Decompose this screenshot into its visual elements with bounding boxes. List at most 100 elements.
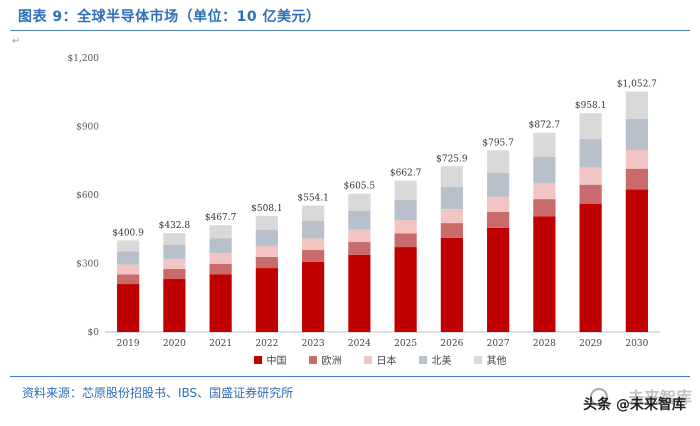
legend-item: 中国 <box>253 352 287 367</box>
bar-segment <box>487 196 510 212</box>
bar-segment <box>209 253 232 264</box>
legend-swatch <box>363 355 372 364</box>
legend-swatch <box>253 355 262 364</box>
bar-segment <box>117 284 140 332</box>
bar-segment <box>625 91 648 119</box>
bar-segment <box>487 211 510 228</box>
bar-segment <box>209 238 232 254</box>
total-data-label: $400.9 <box>112 228 144 238</box>
watermark: 未来智库 头条 @未来智库 <box>560 380 700 420</box>
bar-segment <box>302 261 325 332</box>
chart-legend: 中国 欧洲 日本 北美 其他 <box>0 352 700 367</box>
bar-segment <box>117 274 140 285</box>
bar-segment <box>117 251 140 265</box>
bar-segment <box>625 189 648 332</box>
footer-divider <box>10 376 690 377</box>
bar-segment <box>209 225 232 239</box>
legend-item: 其他 <box>473 352 507 367</box>
x-tick-label: 2028 <box>533 339 556 348</box>
bar-segment <box>533 132 556 157</box>
x-tick-label: 2020 <box>163 339 186 348</box>
bar-segment <box>625 150 648 169</box>
y-tick-label: $300 <box>76 260 99 270</box>
bar-segment <box>255 229 278 246</box>
x-tick-label: 2029 <box>579 339 602 348</box>
bar-segment <box>348 254 371 332</box>
bar-segment <box>302 250 325 262</box>
bar-segment <box>579 184 602 204</box>
paragraph-mark-icon: ↵ <box>12 36 21 47</box>
legend-item: 北美 <box>418 352 452 367</box>
bar-segment <box>440 223 463 238</box>
bar-segment <box>579 113 602 139</box>
bar-segment <box>163 279 186 332</box>
bar-segment <box>348 242 371 255</box>
bar-segment <box>487 172 510 197</box>
chart-axes: $0 $300 $600 $900 $1,200 <box>68 54 660 338</box>
watermark-text: 头条 @未来智库 <box>583 397 686 413</box>
x-tick-label: 2025 <box>394 339 417 348</box>
bar-segment <box>579 138 602 168</box>
bar-segment <box>394 180 417 200</box>
legend-label: 其他 <box>486 356 507 367</box>
y-tick-label: $900 <box>76 123 99 133</box>
bar-segment <box>579 167 602 185</box>
total-data-label: $605.5 <box>344 182 376 192</box>
bar-segment <box>533 182 556 200</box>
bar-segment <box>163 258 186 269</box>
bar-segment <box>255 245 278 257</box>
bar-segment <box>487 227 510 332</box>
bar-segment <box>440 166 463 188</box>
legend-label: 日本 <box>376 356 397 367</box>
bar-segment <box>163 244 186 259</box>
y-tick-label: $600 <box>76 191 99 201</box>
legend-item: 欧洲 <box>308 352 342 367</box>
bar-segment <box>117 240 140 252</box>
chart-labels: $400.9 2019 $432.8 2020 $467.7 2021 $508.1 2022… <box>112 80 657 348</box>
y-tick-label: $0 <box>88 328 100 338</box>
bar-segment <box>440 187 463 210</box>
bar-segment <box>117 264 140 275</box>
total-data-label: $467.7 <box>205 213 237 223</box>
total-data-label: $872.7 <box>529 121 561 131</box>
bar-segment <box>533 199 556 217</box>
bar-segment <box>394 247 417 332</box>
bar-segment <box>348 210 371 230</box>
legend-swatch <box>418 355 427 364</box>
bar-segment <box>533 156 556 183</box>
legend-swatch <box>473 355 482 364</box>
bar-segment <box>625 168 648 190</box>
bar-segment <box>302 205 325 222</box>
bar-segment <box>255 268 278 332</box>
bar-segment <box>302 238 325 251</box>
total-data-label: $508.1 <box>251 204 283 214</box>
legend-label: 欧洲 <box>321 356 342 367</box>
x-tick-label: 2027 <box>487 339 510 348</box>
total-data-label: $554.1 <box>297 193 329 203</box>
total-data-label: $662.7 <box>390 169 422 179</box>
x-tick-label: 2021 <box>209 339 232 348</box>
x-tick-label: 2026 <box>440 339 463 348</box>
bar-segment <box>209 274 232 332</box>
bar-segment <box>440 209 463 224</box>
legend-label: 中国 <box>266 356 287 367</box>
bar-segment <box>394 220 417 234</box>
chart-bars <box>117 91 648 332</box>
bar-segment <box>302 221 325 239</box>
bar-segment <box>163 233 186 245</box>
watermark-background-text: 未来智库 <box>627 388 692 407</box>
total-data-label: $725.9 <box>436 154 468 164</box>
bar-segment <box>209 263 232 275</box>
title-divider <box>10 30 690 31</box>
bar-segment <box>348 229 371 243</box>
x-tick-label: 2022 <box>255 339 278 348</box>
bar-segment <box>394 199 417 221</box>
x-tick-label: 2024 <box>348 339 371 348</box>
figure-title: 图表 9：全球半导体市场（单位：10 亿美元） <box>18 9 321 25</box>
x-tick-label: 2030 <box>625 339 648 348</box>
semiconductor-market-chart: $0 $300 $600 $900 $1,200 $400.9 2019 $432.8 202… <box>68 54 660 348</box>
legend-item: 日本 <box>363 352 397 367</box>
x-tick-label: 2023 <box>302 339 325 348</box>
bar-segment <box>579 203 602 332</box>
bar-segment <box>533 216 556 332</box>
